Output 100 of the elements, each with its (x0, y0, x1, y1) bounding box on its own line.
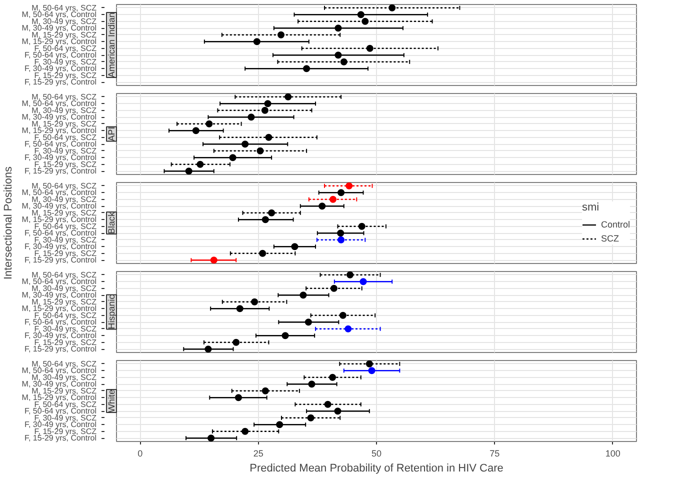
x-tick-label: 50 (371, 448, 382, 458)
point (210, 256, 218, 264)
point (284, 94, 292, 100)
point (338, 236, 345, 244)
point (185, 168, 192, 174)
y-tick-label: F, 50-64 yrs, SCZ (34, 132, 97, 142)
x-tick-label: 75 (490, 448, 500, 458)
point (234, 394, 242, 402)
point (340, 58, 348, 66)
point (204, 346, 212, 352)
y-tick-label: F, 50-64 yrs, SCZ (34, 44, 97, 53)
y-tick-label: M, 30-49 yrs, SCZ (32, 284, 97, 293)
y-axis-title: Intersectional Positions (2, 166, 14, 280)
text: Black (106, 211, 116, 234)
y-tick-label: M, 30-49 yrs, SCZ (32, 372, 97, 382)
point (346, 272, 354, 278)
point (362, 18, 369, 25)
point (208, 434, 215, 442)
y-tick-label: M, 15-29 yrs, SCZ (32, 386, 97, 396)
y-tick-label: M, 50-64 yrs, SCZ (32, 92, 97, 102)
point (236, 305, 244, 312)
point (318, 202, 326, 210)
point (360, 278, 367, 286)
point (357, 11, 364, 18)
point (330, 196, 337, 203)
point (262, 387, 269, 394)
y-tick-label: M, 30-49 yrs, SCZ (32, 106, 97, 115)
y-tick-label: F, 15-29 yrs, SCZ (34, 160, 97, 169)
point (358, 222, 366, 230)
y-tick-label: F, 50-64 yrs, SCZ (34, 310, 97, 320)
y-tick-label: M, 15-29 yrs, SCZ (32, 30, 97, 40)
x-tick-label: 0 (138, 448, 143, 458)
point (324, 400, 332, 408)
point (303, 65, 310, 72)
x-tick-label: 25 (253, 448, 264, 458)
y-tick-label: M, 50-64 yrs, SCZ (32, 359, 97, 368)
point (265, 134, 272, 141)
point (262, 216, 269, 224)
y-tick-label: M, 15-29 yrs, SCZ (32, 297, 97, 306)
point (256, 147, 264, 154)
point (334, 52, 342, 59)
point (337, 230, 344, 237)
legend-label: SCZ (600, 232, 620, 244)
point (276, 421, 284, 428)
legend-label: Control (600, 218, 630, 230)
point (242, 140, 249, 148)
point (344, 325, 352, 332)
point (253, 38, 260, 46)
point (264, 100, 272, 108)
text: White (106, 389, 116, 413)
x-axis-title: Predicted Mean Probability of Retention in HIV Care (250, 462, 504, 474)
point (304, 318, 312, 326)
y-tick-label: M, 30-49 yrs, SCZ (32, 16, 97, 26)
point (259, 250, 266, 257)
y-tick-label: F, 30-49 yrs, SCZ (34, 413, 97, 422)
point (308, 380, 316, 388)
point (300, 292, 307, 299)
point (196, 160, 204, 168)
point (307, 414, 314, 422)
y-tick-label: F, 30-49 yrs, SCZ (34, 146, 97, 156)
point (261, 106, 268, 114)
point (232, 338, 240, 346)
y-tick-label: F, 50-64 yrs, SCZ (34, 222, 97, 231)
point (330, 284, 338, 292)
y-tick-label: M, 15-29 yrs, SCZ (32, 208, 97, 218)
y-tick-label: F, 30-49 yrs, SCZ (34, 235, 97, 244)
point (248, 114, 255, 121)
point (282, 332, 289, 340)
point (368, 367, 376, 374)
point (366, 360, 373, 368)
y-tick-label: F, 15-29 yrs, SCZ (34, 426, 97, 436)
point (192, 127, 200, 134)
y-tick-label: F, 30-49 yrs, SCZ (34, 57, 97, 66)
point (206, 120, 213, 128)
point (388, 4, 396, 12)
point (251, 298, 258, 306)
point (291, 243, 298, 250)
y-tick-label: F, 15-29 yrs, SCZ (34, 248, 97, 258)
legend-title: smi (582, 201, 600, 213)
text: American Indian (106, 12, 116, 78)
point (366, 44, 374, 52)
y-tick-label: F, 15-29 yrs, SCZ (34, 70, 97, 80)
point (268, 209, 276, 216)
y-tick-label: M, 15-29 yrs, SCZ (32, 119, 97, 128)
text: Hispanic (106, 294, 116, 330)
point (338, 189, 345, 196)
point (242, 428, 249, 435)
x-tick-label: 100 (605, 448, 620, 458)
point (229, 154, 236, 162)
y-tick-label: F, 50-64 yrs, SCZ (34, 400, 97, 409)
point (334, 408, 342, 415)
point (346, 182, 353, 190)
point (334, 24, 342, 32)
y-tick-label: M, 30-49 yrs, SCZ (32, 194, 97, 204)
y-tick-label: F, 15-29 yrs, SCZ (34, 338, 97, 347)
y-tick-label: F, 30-49 yrs, SCZ (34, 324, 97, 334)
text: API (106, 126, 116, 142)
point (339, 312, 346, 319)
y-tick-label: M, 50-64 yrs, SCZ (32, 181, 97, 190)
y-tick-label: M, 50-64 yrs, SCZ (32, 270, 97, 280)
